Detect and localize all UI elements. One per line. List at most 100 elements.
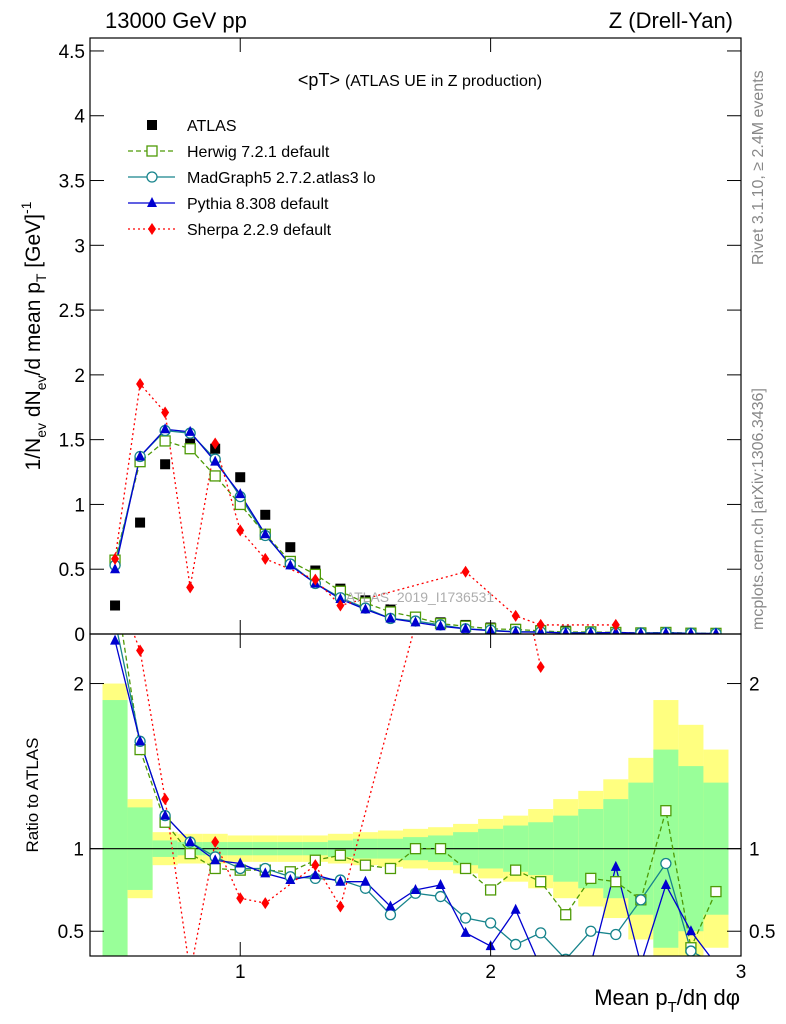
main-point-s4-6 (261, 552, 270, 565)
legend-marker-3 (147, 197, 157, 207)
main-point-s4-8 (336, 599, 345, 612)
ratio-series-line-3 (133, 634, 542, 956)
main-point-s3-16 (511, 625, 520, 634)
ratio-point-s0-14 (459, 862, 472, 875)
ratio-point-s0-0 (110, 579, 120, 589)
main-point-s3-9 (335, 593, 346, 604)
ratio-point-s2-23 (685, 925, 696, 936)
main-point-s3-14 (460, 622, 471, 633)
legend-marker-2 (146, 171, 158, 183)
ratio-xtick-label: 3 (736, 962, 747, 983)
ratio-point-s3-8 (336, 900, 345, 913)
main-point-s3-21 (637, 627, 645, 634)
main-point-s3-11 (385, 612, 396, 623)
ratio-point-s0-20 (610, 876, 622, 888)
ratio-point-s0-3 (184, 847, 196, 860)
ratio-point-s0-12 (409, 843, 422, 855)
main-point-s3-7 (285, 559, 296, 570)
ratio-point-s1-11 (384, 909, 397, 921)
main-ytick-label: 1 (74, 495, 85, 516)
ratio-point-s3-11 (536, 661, 545, 674)
ratio-point-s2-2 (160, 809, 171, 820)
ratio-point-s2-12 (410, 883, 421, 894)
legend-marker-4 (148, 223, 156, 235)
ratio-point-s0-16 (510, 864, 522, 876)
ratio-point-s2-1 (135, 735, 146, 746)
ratio-point-s3-9 (462, 430, 470, 442)
main-point-s0-7 (285, 542, 296, 553)
main-point-s3-23 (687, 627, 695, 634)
main-point-s1-4 (209, 470, 221, 482)
ratio-point-s3-7 (311, 859, 320, 872)
main-point-s4-0 (111, 552, 120, 565)
main-point-s4-2 (161, 406, 170, 419)
main-point-s4-3 (186, 581, 195, 594)
ratio-point-s0-11 (384, 862, 397, 875)
main-ytick-label: 2 (74, 366, 85, 387)
ratio-ytick-label: 2 (73, 675, 84, 696)
ratio-point-s1-24 (711, 959, 721, 969)
ratio-point-s0-13 (434, 843, 447, 855)
main-point-s0-6 (260, 509, 271, 520)
ratio-point-s1-23 (685, 945, 697, 956)
legend-label-0: ATLAS (187, 118, 237, 135)
legend: ATLAS Herwig 7.2.1 default MadGraph5 2.7.2… (128, 118, 376, 239)
ratio-point-s1-15 (484, 917, 497, 929)
ratio-point-s0-9 (334, 849, 347, 861)
ratio-point-s0-4 (209, 862, 221, 875)
rivet-label: Rivet 3.1.10, ≥ 2.4M events (750, 70, 767, 265)
legend-label-2: MadGraph5 2.7.2.atlas3 lo (187, 170, 376, 187)
main-point-s1-2 (159, 435, 171, 447)
ratio-point-s2-0 (110, 634, 121, 645)
ratio-point-s2-22 (660, 878, 671, 889)
ratio-point-s2-4 (210, 854, 221, 865)
ratio-point-s1-20 (610, 928, 622, 941)
main-point-s3-4 (210, 455, 221, 466)
ratio-point-s1-19 (585, 925, 597, 937)
ratio-point-s2-9 (335, 875, 346, 886)
main-point-s4-9 (461, 565, 470, 578)
main-ylabel: 1/Nev dNev/d mean pT [GeV]-1 (18, 201, 49, 470)
ratio-ylabel: Ratio to ATLAS (23, 738, 42, 853)
ratio-xlabel: Mean pT/dη dφ (594, 985, 740, 1016)
ratio-point-s2-21 (636, 958, 646, 968)
ratio-point-s2-17 (536, 962, 546, 972)
ratio-point-s2-7 (285, 874, 296, 885)
ratio-point-s2-11 (385, 900, 396, 911)
main-title: <pT> (ATLAS UE in Z production) (298, 70, 542, 90)
ratio-plot-frame (89, 633, 742, 957)
main-point-s0-0 (110, 600, 121, 611)
ratio-point-s3-1 (136, 644, 145, 657)
ratio-point-s2-14 (460, 926, 471, 937)
main-point-s4-4 (211, 437, 220, 450)
legend-label-1: Herwig 7.2.1 default (187, 144, 330, 161)
main-ytick-label: 3.5 (59, 172, 85, 193)
ratio-point-s0-18 (560, 909, 572, 921)
main-point-s4-10 (511, 609, 520, 622)
ratio-point-s0-15 (484, 884, 497, 896)
main-point-s3-6 (260, 528, 271, 539)
ratio-point-s3-0 (111, 578, 119, 590)
ratio-point-s2-18 (561, 962, 571, 972)
ratio-ytick-label: 0.5 (58, 922, 84, 943)
ratio-point-s1-13 (434, 890, 447, 903)
ratio-point-s2-13 (435, 878, 446, 889)
main-point-s3-13 (435, 620, 446, 631)
header-right: Z (Drell-Yan) (609, 8, 733, 33)
legend-marker-0 (147, 120, 157, 130)
ratio-point-s1-0 (110, 616, 120, 626)
ratio-point-s3-10 (512, 545, 520, 557)
ratio-ytick-label-right: 0.5 (749, 922, 775, 943)
ratio-point-s3-4 (211, 836, 220, 849)
ratio-point-s0-10 (359, 859, 372, 871)
main-ytick-label: 4 (74, 107, 85, 128)
main-ytick-label: 0.5 (59, 560, 85, 581)
ratio-point-s2-6 (260, 867, 271, 878)
main-ytick-label: 0 (74, 625, 85, 646)
ratio-point-s0-19 (585, 872, 597, 885)
ratio-point-s1-14 (459, 912, 472, 924)
main-point-s0-5 (235, 472, 246, 483)
ratio-point-s2-19 (586, 958, 596, 968)
main-point-s0-2 (160, 459, 171, 470)
